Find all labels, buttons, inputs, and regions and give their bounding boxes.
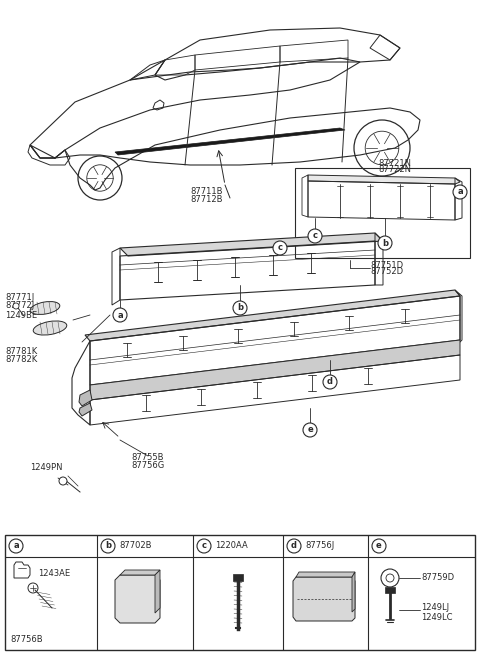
Text: b: b bbox=[105, 541, 111, 550]
Text: 87711B: 87711B bbox=[191, 188, 223, 197]
Text: 87751D: 87751D bbox=[370, 260, 403, 270]
Polygon shape bbox=[352, 572, 355, 612]
Circle shape bbox=[101, 539, 115, 553]
Circle shape bbox=[372, 539, 386, 553]
Text: 87771J: 87771J bbox=[5, 293, 34, 302]
Text: a: a bbox=[117, 310, 123, 319]
Circle shape bbox=[9, 539, 23, 553]
Circle shape bbox=[233, 301, 247, 315]
Polygon shape bbox=[90, 340, 460, 400]
Text: 1249BE: 1249BE bbox=[5, 310, 37, 319]
Text: 87756B: 87756B bbox=[10, 636, 43, 644]
Text: 1249LJ: 1249LJ bbox=[421, 604, 449, 613]
Bar bbox=[233, 574, 243, 581]
Polygon shape bbox=[296, 572, 355, 577]
Text: 87721N: 87721N bbox=[378, 159, 411, 167]
Text: e: e bbox=[307, 426, 313, 434]
Circle shape bbox=[273, 241, 287, 255]
Text: 87756G: 87756G bbox=[132, 462, 165, 470]
Text: 87712B: 87712B bbox=[191, 195, 223, 205]
Text: 87756J: 87756J bbox=[305, 541, 334, 550]
Circle shape bbox=[323, 375, 337, 389]
Polygon shape bbox=[79, 403, 92, 416]
Bar bbox=[385, 587, 395, 593]
Bar bbox=[5, 535, 475, 650]
Text: c: c bbox=[312, 232, 317, 241]
Circle shape bbox=[378, 236, 392, 250]
Polygon shape bbox=[120, 233, 383, 256]
Circle shape bbox=[303, 423, 317, 437]
Text: 87752D: 87752D bbox=[370, 268, 403, 276]
Polygon shape bbox=[85, 290, 460, 341]
Bar bbox=[295, 168, 470, 258]
Text: 1249PN: 1249PN bbox=[30, 464, 62, 472]
Text: b: b bbox=[237, 304, 243, 312]
Text: 87755B: 87755B bbox=[132, 453, 164, 462]
Circle shape bbox=[13, 303, 19, 309]
Polygon shape bbox=[115, 128, 345, 155]
Text: d: d bbox=[291, 541, 297, 550]
Ellipse shape bbox=[30, 302, 60, 314]
Text: c: c bbox=[277, 243, 283, 253]
Ellipse shape bbox=[33, 321, 67, 335]
Circle shape bbox=[113, 308, 127, 322]
Text: c: c bbox=[202, 541, 206, 550]
Text: b: b bbox=[382, 239, 388, 247]
Polygon shape bbox=[308, 175, 460, 184]
Text: 1243AE: 1243AE bbox=[38, 569, 70, 577]
Text: 87702B: 87702B bbox=[119, 541, 152, 550]
Text: 87772J: 87772J bbox=[5, 300, 34, 310]
Circle shape bbox=[59, 477, 67, 485]
Text: a: a bbox=[13, 541, 19, 550]
Circle shape bbox=[453, 185, 467, 199]
Circle shape bbox=[308, 229, 322, 243]
Text: a: a bbox=[457, 188, 463, 197]
Polygon shape bbox=[293, 577, 355, 621]
Text: e: e bbox=[376, 541, 382, 550]
Text: 87722N: 87722N bbox=[378, 165, 411, 174]
Circle shape bbox=[287, 539, 301, 553]
Text: 1220AA: 1220AA bbox=[215, 541, 248, 550]
Polygon shape bbox=[155, 570, 160, 613]
Text: d: d bbox=[327, 377, 333, 386]
Polygon shape bbox=[115, 575, 160, 623]
Circle shape bbox=[197, 539, 211, 553]
Text: 87781K: 87781K bbox=[5, 348, 37, 356]
Text: 87782K: 87782K bbox=[5, 354, 37, 363]
Polygon shape bbox=[79, 390, 92, 406]
Polygon shape bbox=[120, 570, 160, 575]
Text: 87759D: 87759D bbox=[421, 573, 454, 583]
Text: 1249LC: 1249LC bbox=[421, 613, 453, 623]
